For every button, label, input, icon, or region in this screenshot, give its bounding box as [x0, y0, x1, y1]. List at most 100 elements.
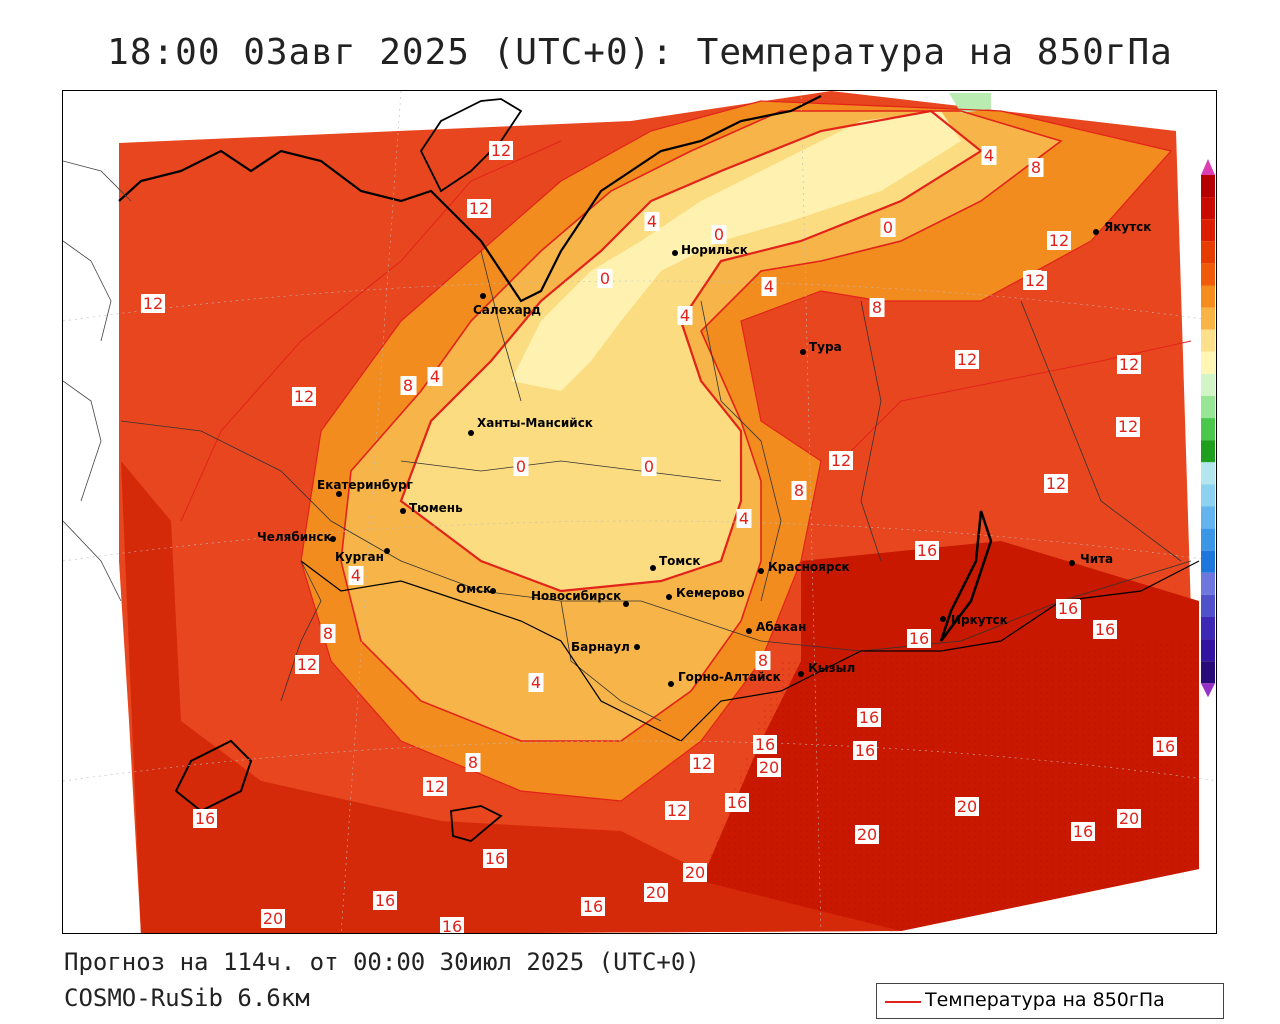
city-marker [800, 349, 806, 355]
isotherm-label-bg [690, 754, 714, 773]
isotherm-label-bg [373, 891, 397, 910]
city-label: Томск [659, 554, 701, 568]
colorbar-bottom-arrow [1201, 683, 1215, 698]
isotherm-label: 20 [857, 825, 877, 844]
city-marker [384, 548, 390, 554]
isotherm-label-bg [1117, 809, 1141, 828]
isotherm-label-bg [981, 146, 997, 165]
isotherm-label: 12 [297, 655, 317, 674]
colorbar-swatch [1201, 506, 1215, 529]
isotherm-label: 4 [351, 566, 361, 585]
city-label: Тюмень [409, 501, 463, 515]
model-caption: COSMO-RuSib 6.6км [64, 984, 310, 1012]
city-markers: Салехард Норильск Якутск Тура Ханты-Мансийск… [257, 220, 1151, 687]
colorbar-swatch [1201, 219, 1215, 242]
city-marker [672, 250, 678, 256]
isotherm-label: 12 [1118, 417, 1138, 436]
isotherm-label-bg [736, 509, 752, 528]
zone-minus4c [511, 111, 961, 391]
colorbar-swatch [1201, 197, 1215, 220]
colorbar-swatch [1201, 594, 1215, 617]
isotherm-label: 12 [1046, 474, 1066, 493]
isotherm-label: 12 [667, 801, 687, 820]
isotherm-label-bg [528, 673, 544, 692]
colorbar-swatch [1201, 572, 1215, 595]
isotherm-label-bg [400, 376, 416, 395]
city-marker [400, 508, 406, 514]
isotherm-label: 4 [764, 277, 774, 296]
isotherm-label: 20 [646, 883, 666, 902]
zone-green-north [949, 93, 991, 113]
isotherm-label-bg [467, 199, 491, 218]
city-marker [758, 568, 764, 574]
isotherm-label-bg [581, 897, 605, 916]
colorbar-swatch [1201, 462, 1215, 485]
city-label: Абакан [756, 620, 806, 634]
isotherm-label: 16 [1095, 620, 1115, 639]
isotherm-label: 16 [727, 793, 747, 812]
city-marker [798, 671, 804, 677]
aral-sea [450, 805, 503, 842]
isotherm-label: 8 [872, 298, 882, 317]
isotherm-label: 12 [1025, 271, 1045, 290]
isotherm-label-bg [423, 777, 447, 796]
colorbar-swatch [1201, 241, 1215, 264]
isotherm-label: 8 [758, 651, 768, 670]
isotherm-label-bg [1023, 271, 1047, 290]
isotherm-label-bg [292, 387, 316, 406]
isotherm-label-bg [791, 481, 807, 500]
isotherm-label-bg [261, 909, 285, 928]
isotherm-label-bg [483, 849, 507, 868]
isotherm-label-bg [641, 457, 657, 476]
isotherm-label: 12 [831, 451, 851, 470]
isotherm-label: 12 [1119, 355, 1139, 374]
isotherm-label-bg [869, 298, 885, 317]
legend-label: Температура на 850гПа [925, 989, 1165, 1011]
city-marker [468, 430, 474, 436]
isotherm-label-bg [855, 825, 879, 844]
isotherm-label-bg [1047, 231, 1071, 250]
isotherm-label-bg [1116, 417, 1140, 436]
isotherm-label: 12 [957, 350, 977, 369]
isotherm-label: 0 [516, 457, 526, 476]
isotherm-label-bg [348, 566, 364, 585]
isotherm-label-bg [753, 735, 777, 754]
city-label: Ханты-Мансийск [477, 416, 593, 430]
colorbar-swatch [1201, 550, 1215, 573]
isotherm-label: 8 [403, 376, 413, 395]
isotherm-label: 0 [600, 269, 610, 288]
city-marker [634, 644, 640, 650]
isotherm-label: 4 [984, 146, 994, 165]
isotherm-label-bg [853, 741, 877, 760]
isotherm-label-bg [141, 294, 165, 313]
city-label: Чита [1080, 552, 1113, 566]
city-label: Барнаул [571, 640, 630, 654]
isotherm-label-bg [644, 883, 668, 902]
city-label: Иркутск [951, 613, 1008, 627]
isotherm-label: 16 [442, 917, 462, 934]
isotherm-label: 4 [531, 673, 541, 692]
isotherm-label: 16 [755, 735, 775, 754]
city-label: Омск [456, 582, 491, 596]
isotherm-label: 0 [644, 457, 654, 476]
isotherm-label: 0 [883, 218, 893, 237]
city-label: Кемерово [676, 586, 745, 600]
isotherm-label-bg [955, 350, 979, 369]
colorbar-swatch [1201, 661, 1215, 684]
isotherm-label-bg [857, 708, 881, 727]
isotherm-0 [399, 109, 983, 593]
colorbar-swatch [1201, 639, 1215, 662]
city-label: Кызыл [808, 661, 855, 675]
city-label: Тура [809, 340, 842, 354]
city-marker [480, 293, 486, 299]
isotherm-label: 16 [1155, 737, 1175, 756]
colorbar: 2824201612840-4-8-12-16-20-24-28-32-36-4… [1201, 159, 1215, 698]
isotherm-label-bg [295, 655, 319, 674]
isotherm-label: 12 [491, 141, 511, 160]
city-marker [330, 536, 336, 542]
isotherm-label: 16 [917, 541, 937, 560]
isotherm-label: 12 [425, 777, 445, 796]
city-label: Екатеринбург [317, 478, 413, 492]
isotherm-label-bg [1044, 474, 1068, 493]
isotherm-label: 16 [375, 891, 395, 910]
